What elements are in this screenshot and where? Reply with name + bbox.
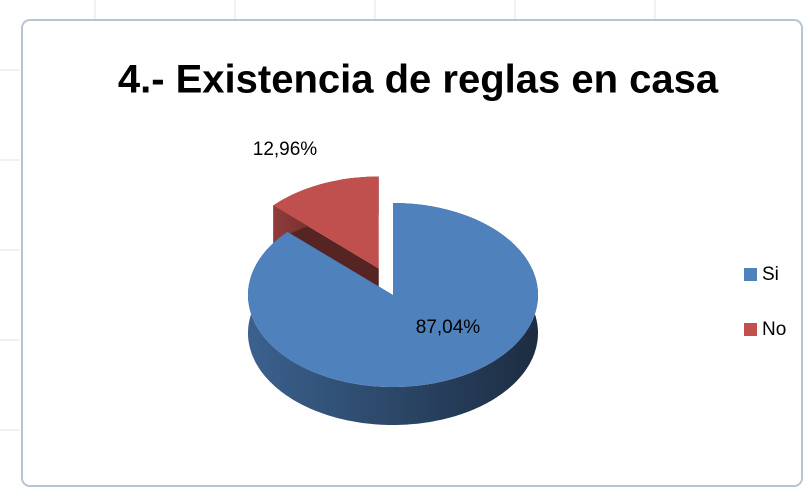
chart-title: 4.- Existencia de reglas en casa: [118, 58, 719, 102]
data-label: 12,96%: [253, 139, 318, 160]
sheet-grid: [0, 0, 656, 431]
legend-label: Si: [762, 264, 779, 285]
slice: [248, 203, 538, 387]
legend-swatch: [744, 268, 757, 281]
legend-swatch: [744, 323, 757, 336]
data-label: 87,04%: [416, 317, 481, 338]
slice: [273, 176, 379, 269]
legend-label: No: [762, 319, 786, 340]
